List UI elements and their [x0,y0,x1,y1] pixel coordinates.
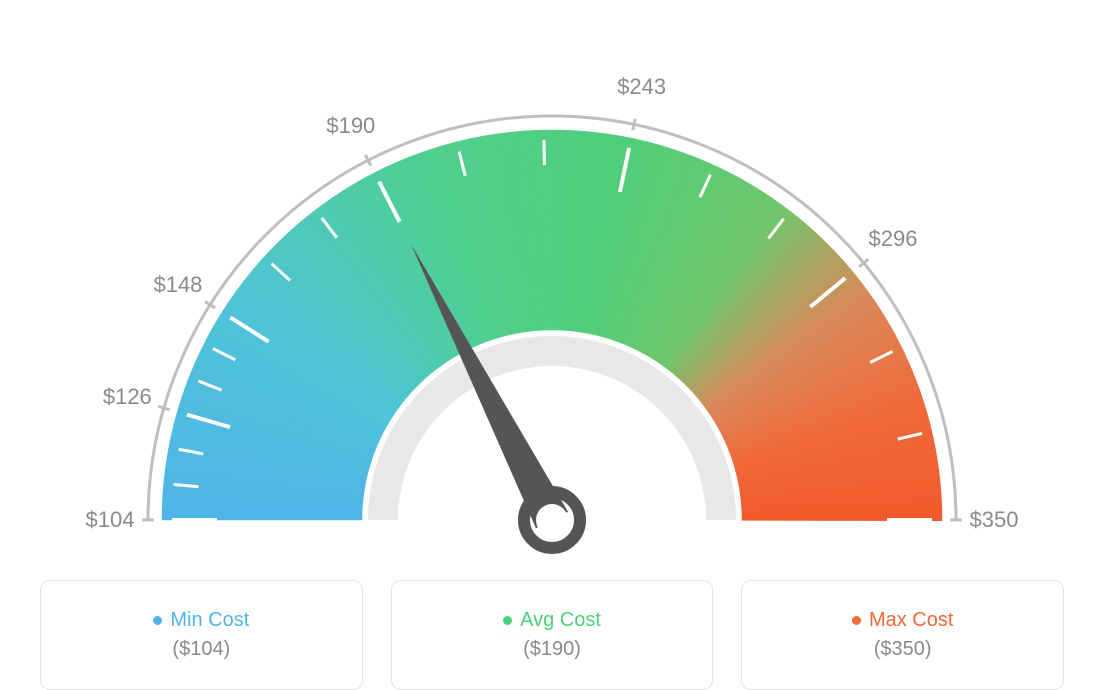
legend-avg-box: Avg Cost ($190) [391,580,714,690]
gauge-tick-label: $350 [970,507,1019,533]
legend-row: Min Cost ($104) Avg Cost ($190) Max Cost… [0,580,1104,690]
legend-avg-value: ($190) [523,638,581,661]
legend-min-box: Min Cost ($104) [40,580,363,690]
legend-avg-dot [503,616,512,625]
gauge-tick-label: $296 [869,226,918,252]
legend-min-dot [153,616,162,625]
legend-min-title: Min Cost [153,609,249,632]
gauge-container: $104 $126 $148 $190 $243 $296 $350 [0,0,1104,560]
gauge-tick-label: $190 [326,113,375,139]
legend-max-value: ($350) [874,638,932,661]
gauge-tick-label: $104 [86,507,135,533]
legend-max-dot [852,616,861,625]
gauge-tick-label: $148 [153,272,202,298]
legend-max-label: Max Cost [869,609,953,632]
gauge-tick-label: $126 [103,384,152,410]
legend-min-label: Min Cost [170,609,249,632]
legend-avg-title: Avg Cost [503,609,601,632]
gauge-tick-label: $243 [617,74,666,100]
legend-max-title: Max Cost [852,609,953,632]
legend-avg-label: Avg Cost [520,609,601,632]
legend-min-value: ($104) [172,638,230,661]
legend-max-box: Max Cost ($350) [741,580,1064,690]
